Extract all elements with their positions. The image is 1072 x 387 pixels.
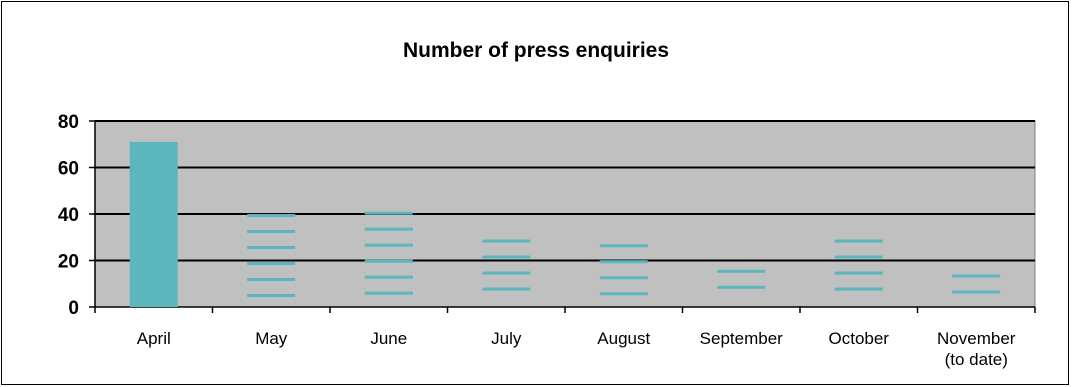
bar-stripe xyxy=(599,292,648,296)
bar-stripe xyxy=(482,271,531,275)
x-tick-label: August xyxy=(597,329,650,348)
y-tick-label: 20 xyxy=(58,252,79,273)
y-tick-label: 0 xyxy=(68,298,79,319)
bar-stripe xyxy=(482,287,531,291)
x-tick-label: October xyxy=(829,329,890,348)
bar-0 xyxy=(129,141,178,307)
bar-stripe xyxy=(717,285,766,289)
bar-stripe xyxy=(364,291,413,295)
bar-stripe xyxy=(364,275,413,279)
x-tick-label: November (to date) xyxy=(937,329,1016,369)
bar-stripe xyxy=(247,214,296,217)
bar-4 xyxy=(599,244,648,296)
x-tick-label: July xyxy=(491,329,522,348)
chart-title: Number of press enquiries xyxy=(402,39,670,62)
bar-stripe xyxy=(834,255,883,259)
bar-stripe xyxy=(247,278,296,281)
y-tick-label: 60 xyxy=(58,159,79,180)
bar-stripe xyxy=(247,262,296,265)
bar-1 xyxy=(247,214,296,297)
bar-stripe xyxy=(482,239,531,243)
bar-stripe xyxy=(599,244,648,248)
bar-stripe xyxy=(364,259,413,263)
bar-stripe xyxy=(482,255,531,259)
x-tick-label: September xyxy=(700,329,783,348)
bar-stripe xyxy=(834,239,883,243)
bar-2 xyxy=(364,211,413,295)
bar-stripe xyxy=(599,276,648,280)
x-tick-label: April xyxy=(137,329,171,348)
x-tick-label: June xyxy=(370,329,407,348)
bar-3 xyxy=(482,239,531,291)
y-tick-label: 40 xyxy=(58,205,79,226)
x-tick-label: May xyxy=(255,329,288,348)
bar-stripe xyxy=(834,287,883,291)
bar-stripe xyxy=(247,294,296,297)
bar-6 xyxy=(834,239,883,291)
bar-stripe xyxy=(364,227,413,231)
bar-7 xyxy=(952,274,1001,294)
bar-stripe xyxy=(952,290,1001,294)
bar-stripe xyxy=(717,269,766,273)
bar-5 xyxy=(717,269,766,289)
bar-stripe xyxy=(247,230,296,233)
bar-stripe xyxy=(599,260,648,264)
bar-stripe xyxy=(364,211,413,215)
bar-stripe xyxy=(247,246,296,249)
bar-stripe xyxy=(364,243,413,247)
y-tick-label: 80 xyxy=(58,112,79,133)
bar-stripe xyxy=(952,274,1001,278)
bar-stripe xyxy=(834,271,883,275)
